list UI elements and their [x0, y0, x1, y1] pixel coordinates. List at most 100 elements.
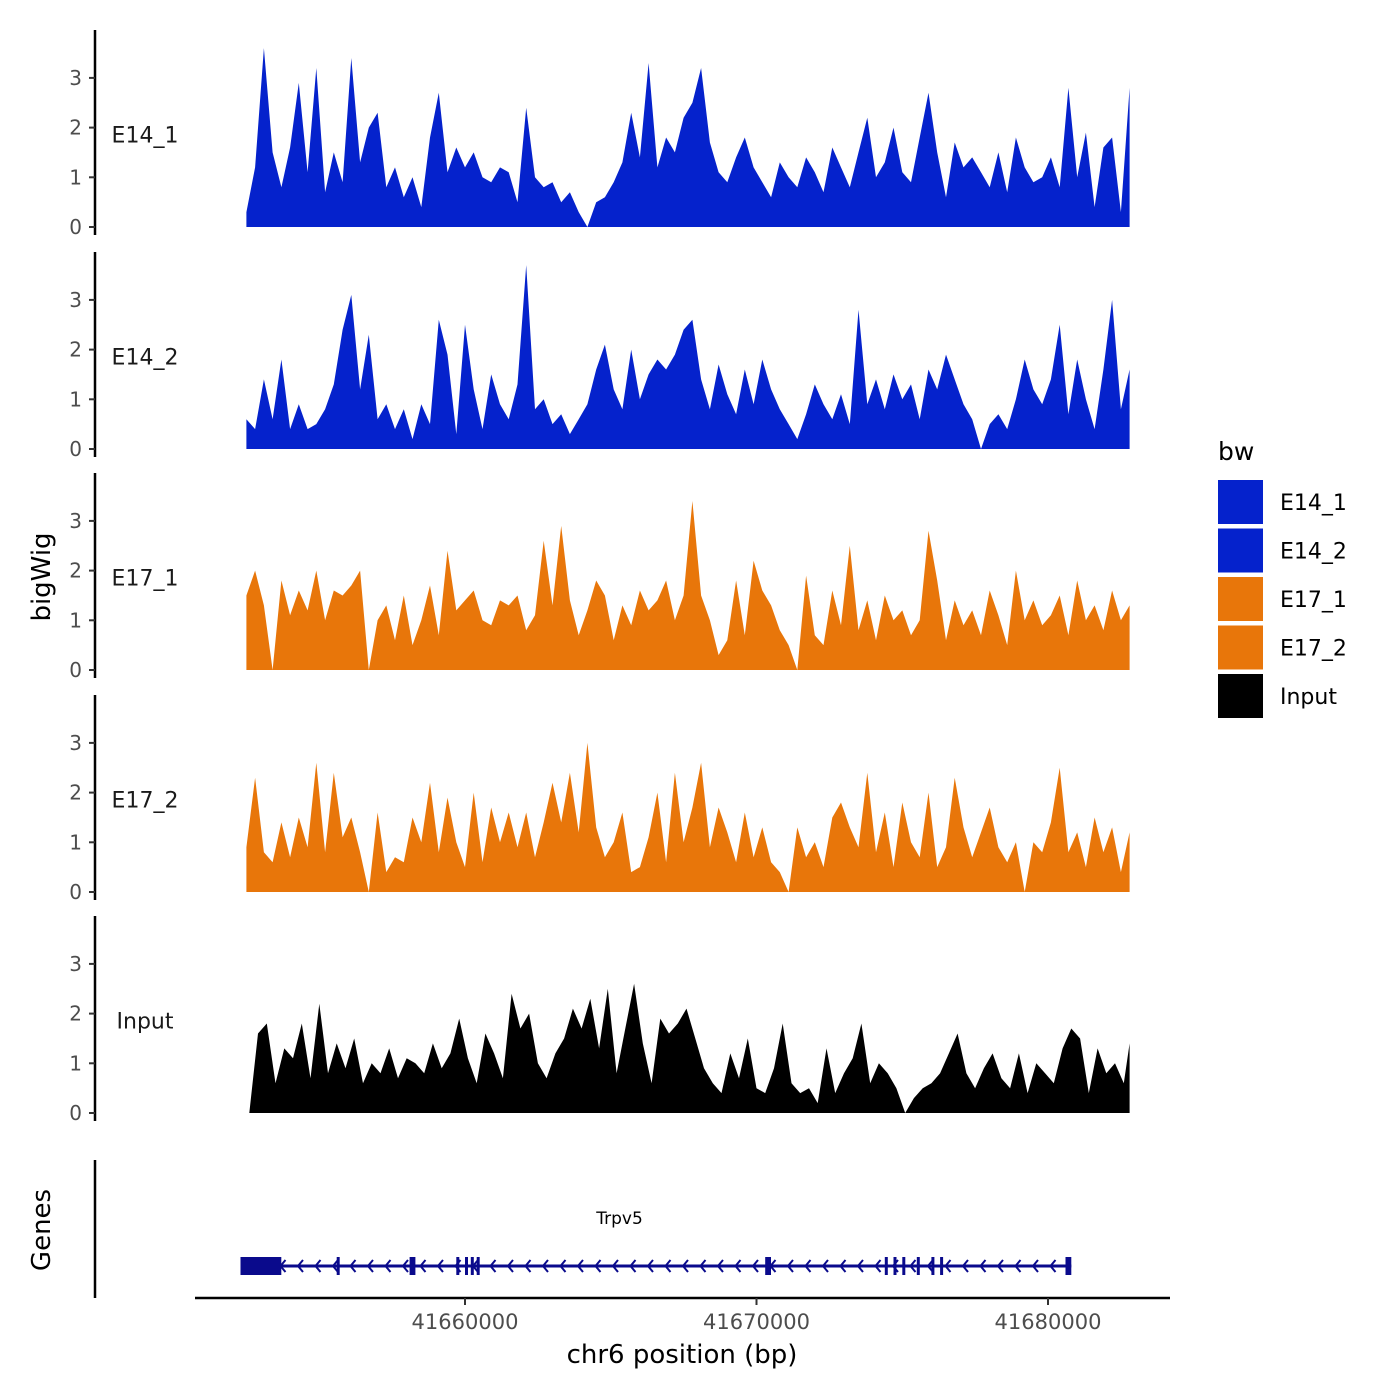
- strand-arrow: [646, 1259, 654, 1273]
- strand-arrow: [664, 1259, 672, 1273]
- signal-area: [246, 48, 1130, 227]
- exon-block: [931, 1257, 935, 1275]
- y-tick-label: 1: [69, 830, 82, 854]
- signal-area: [246, 742, 1130, 892]
- x-tick-label: 41660000: [412, 1310, 519, 1334]
- exon-block: [916, 1257, 920, 1275]
- legend-title: bw: [1218, 437, 1254, 466]
- y-tick-label: 2: [69, 781, 82, 805]
- strand-arrow: [874, 1259, 882, 1273]
- strand-arrow: [401, 1259, 409, 1273]
- strand-arrow: [559, 1259, 567, 1273]
- exon-block: [456, 1257, 460, 1275]
- legend-label: E14_2: [1280, 540, 1347, 565]
- exon-block: [470, 1257, 474, 1275]
- exon-block: [409, 1257, 416, 1275]
- legend-label: E14_1: [1280, 491, 1347, 516]
- strand-arrow: [629, 1259, 637, 1273]
- legend-label: E17_2: [1280, 637, 1347, 662]
- x-tick-label: 41670000: [703, 1310, 810, 1334]
- y-tick-label: 2: [69, 116, 82, 140]
- y-tick-label: 0: [69, 658, 82, 682]
- y-tick-label: 1: [69, 608, 82, 632]
- strand-arrow: [349, 1259, 357, 1273]
- strand-arrow: [524, 1259, 532, 1273]
- strand-arrow: [384, 1259, 392, 1273]
- strand-arrow: [786, 1259, 794, 1273]
- y-tick-label: 3: [69, 288, 82, 312]
- strand-arrow: [856, 1259, 864, 1273]
- y-tick-label: 1: [69, 387, 82, 411]
- y-tick-label: 0: [69, 437, 82, 461]
- track-label: E17_2: [112, 789, 179, 814]
- strand-arrow: [419, 1259, 427, 1273]
- exon-block: [893, 1257, 897, 1275]
- gene-track: Trpv5: [93, 1160, 1072, 1298]
- y-tick-label: 1: [69, 1051, 82, 1075]
- strand-arrow: [804, 1259, 812, 1273]
- y-tick-label: 0: [69, 880, 82, 904]
- strand-arrow: [821, 1259, 829, 1273]
- y-tick-label: 0: [69, 215, 82, 239]
- strand-arrow: [1014, 1259, 1022, 1273]
- exon-block: [336, 1257, 340, 1275]
- exon-block: [465, 1257, 468, 1275]
- strand-arrow: [331, 1259, 339, 1273]
- strand-arrow: [1049, 1259, 1057, 1273]
- track-e14-2: 0 1 2 3 E14_2: [69, 252, 1130, 461]
- strand-arrow: [699, 1259, 707, 1273]
- gene-track-label: Genes: [27, 1189, 57, 1271]
- track-e17-2: 0 1 2 3 E17_2: [69, 695, 1130, 904]
- strand-arrow: [366, 1259, 374, 1273]
- track-label: Input: [117, 1010, 174, 1035]
- y-tick-label: 3: [69, 66, 82, 90]
- y-tick-label: 1: [69, 165, 82, 189]
- strand-arrow: [681, 1259, 689, 1273]
- y-tick-label: 3: [69, 731, 82, 755]
- track-e14-1: 0 1 2 3 E14_1: [69, 30, 1130, 239]
- strand-arrow: [1031, 1259, 1039, 1273]
- legend-swatch-e14-2: [1218, 528, 1263, 573]
- x-tick-label: 41680000: [995, 1310, 1102, 1334]
- strand-arrow: [594, 1259, 602, 1273]
- strand-arrow: [506, 1259, 514, 1273]
- legend-label: Input: [1280, 685, 1337, 710]
- exon-block: [940, 1257, 944, 1275]
- legend-swatch-input: [1218, 674, 1263, 718]
- signal-area: [246, 501, 1130, 670]
- strand-arrow: [611, 1259, 619, 1273]
- track-label: E14_1: [112, 124, 179, 149]
- strand-arrow: [751, 1259, 759, 1273]
- strand-arrow: [296, 1259, 304, 1273]
- strand-arrow: [541, 1259, 549, 1273]
- strand-arrow: [716, 1259, 724, 1273]
- strand-arrow: [909, 1259, 917, 1273]
- legend-swatch-e17-2: [1218, 625, 1263, 670]
- strand-arrow: [489, 1259, 497, 1273]
- strand-arrow: [314, 1259, 322, 1273]
- exon-block: [476, 1257, 480, 1275]
- exon-block: [884, 1257, 888, 1275]
- strand-arrow: [996, 1259, 1004, 1273]
- strand-arrow: [979, 1259, 987, 1273]
- legend: bw E14_1 E14_2 E17_1 E17_2 Input: [1218, 437, 1347, 718]
- strand-arrow: [576, 1259, 584, 1273]
- legend-swatch-e14-1: [1218, 480, 1263, 524]
- strand-arrow: [734, 1259, 742, 1273]
- exon-block: [765, 1257, 771, 1275]
- y-tick-label: 2: [69, 1002, 82, 1026]
- signal-area: [249, 983, 1130, 1113]
- y-tick-label: 3: [69, 509, 82, 533]
- signal-area: [246, 265, 1130, 449]
- track-input: 0 1 2 3 Input: [69, 916, 1130, 1125]
- track-label: E17_1: [112, 567, 179, 592]
- y-axis-title: bigWig: [27, 532, 57, 621]
- gene-name-label: Trpv5: [595, 1209, 643, 1229]
- x-axis: 41660000 41670000 41680000: [195, 1296, 1170, 1334]
- legend-swatch-e17-1: [1218, 577, 1263, 621]
- y-tick-label: 2: [69, 559, 82, 583]
- y-tick-label: 3: [69, 952, 82, 976]
- strand-arrow: [839, 1259, 847, 1273]
- strand-arrow: [926, 1259, 934, 1273]
